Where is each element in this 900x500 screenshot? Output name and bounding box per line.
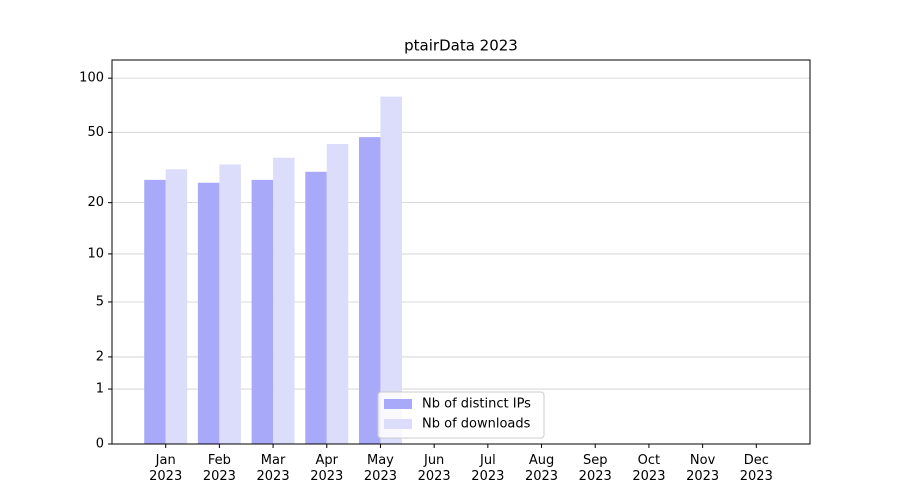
x-tick-label: Jan 2023 [149,453,183,484]
bar [358,137,381,445]
x-tick-label: Nov 2023 [686,453,720,484]
y-tick-label: 1 [96,382,104,397]
legend-label: Nb of distinct IPs [422,397,531,412]
bar [326,144,349,444]
x-tick-label: Mar 2023 [256,453,290,484]
x-tick-label: Jun 2023 [417,453,451,484]
legend-swatch [384,419,412,429]
x-tick-label: May 2023 [363,453,397,484]
y-tick-label: 100 [79,71,104,86]
y-tick-label: 2 [96,349,104,364]
bar [251,179,274,444]
x-tick-label: Aug 2023 [524,453,559,484]
bar [165,169,188,444]
axes-frame [111,59,811,445]
y-tick-label: 50 [87,125,104,140]
legend: Nb of distinct IPs Nb of downloads [377,391,545,439]
x-tick-label: Feb 2023 [202,453,236,484]
y-tick-label: 10 [87,246,104,261]
bar [144,179,166,444]
legend-swatch [384,399,412,409]
bar [219,164,241,444]
y-tick-label: 20 [87,195,104,210]
x-tick-label: Jul 2023 [471,453,505,484]
chart-title: ptairData 2023 [404,37,518,55]
bar [197,182,220,444]
x-tick-label: Apr 2023 [310,453,344,484]
x-tick-label: Dec 2023 [739,453,773,484]
bar [273,157,295,444]
legend-box [377,391,545,439]
y-tick-label: 5 [96,294,104,309]
x-tick-label: Oct 2023 [632,453,666,484]
y-tick-label: 0 [96,437,104,452]
bar [380,96,402,444]
x-tick-label: Sep 2023 [578,453,612,484]
legend-label: Nb of downloads [422,417,531,432]
bar [305,171,327,444]
